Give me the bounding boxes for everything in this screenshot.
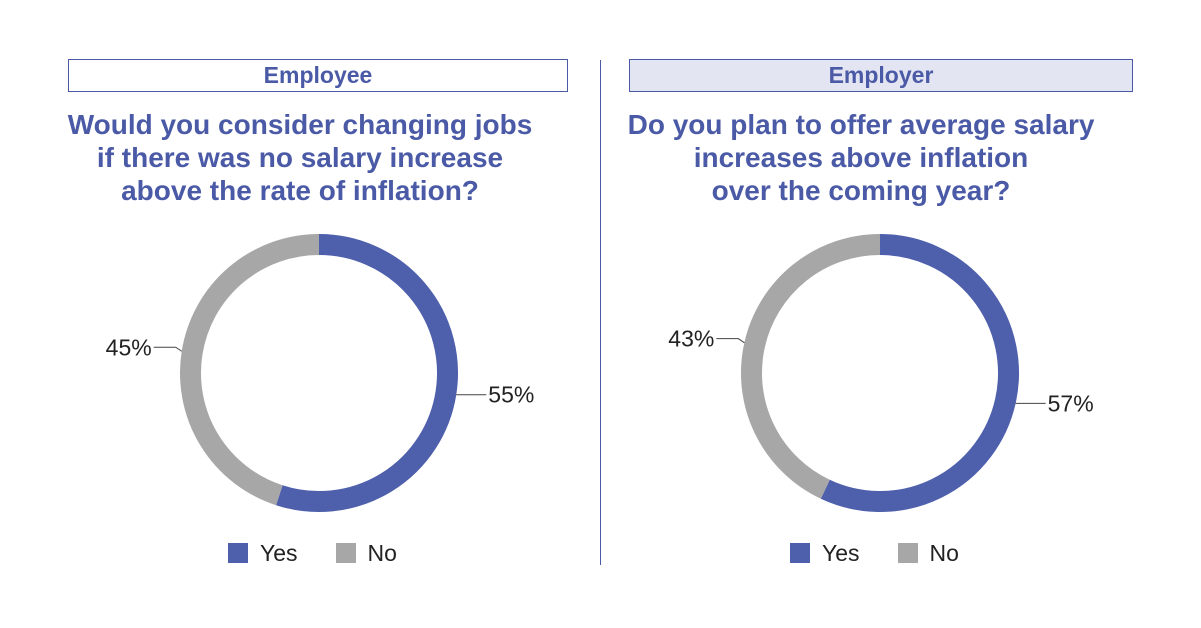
legend-swatch-yes [228, 543, 248, 563]
employee-legend: Yes No [228, 538, 435, 568]
legend-label-yes: Yes [260, 539, 298, 566]
donut-slice-yes [820, 234, 1019, 512]
employee-header: Employee [68, 59, 568, 92]
legend-label-no: No [367, 539, 397, 566]
legend-label-no: No [929, 539, 959, 566]
employer-donut-chart: 57% 43% [668, 234, 1094, 512]
legend-item-yes: Yes [790, 540, 860, 567]
leader-line-no [716, 338, 745, 344]
donut-slice-yes [276, 234, 458, 512]
legend-item-no: No [897, 539, 959, 567]
legend-label-yes: Yes [822, 539, 860, 566]
data-label-yes: 57% [1048, 390, 1094, 416]
question-line: over the coming year? [711, 175, 1011, 206]
donut-slice-no [180, 234, 320, 506]
employee-donut-chart: 55% 45% [106, 234, 534, 512]
employer-question: Do you plan to offer average salary incr… [561, 108, 1161, 207]
question-line: Would you consider changing jobs [67, 109, 533, 140]
data-label-yes: 55% [488, 382, 534, 408]
employee-panel: Employee Would you consider changing job… [0, 0, 600, 628]
legend-swatch-no [897, 543, 918, 563]
employee-question: Would you consider changing jobs if ther… [0, 108, 600, 207]
question-line: above the rate of inflation? [121, 175, 479, 206]
question-line: increases above inflation [693, 142, 1029, 173]
data-label-no: 45% [106, 334, 152, 360]
donut-slice-no [741, 234, 881, 499]
data-label-no: 43% [668, 326, 714, 352]
employer-legend: Yes No [790, 538, 997, 568]
legend-swatch-yes [790, 543, 810, 563]
legend-swatch-no [335, 543, 356, 563]
question-line: if there was no salary increase [96, 142, 504, 173]
panel-divider [600, 60, 601, 565]
legend-item-no: No [335, 539, 397, 567]
employer-panel: Employer Do you plan to offer average sa… [601, 0, 1201, 628]
employer-header: Employer [629, 59, 1133, 92]
leader-line-no [153, 346, 182, 352]
legend-item-yes: Yes [228, 540, 298, 567]
question-line: Do you plan to offer average salary [627, 109, 1095, 140]
